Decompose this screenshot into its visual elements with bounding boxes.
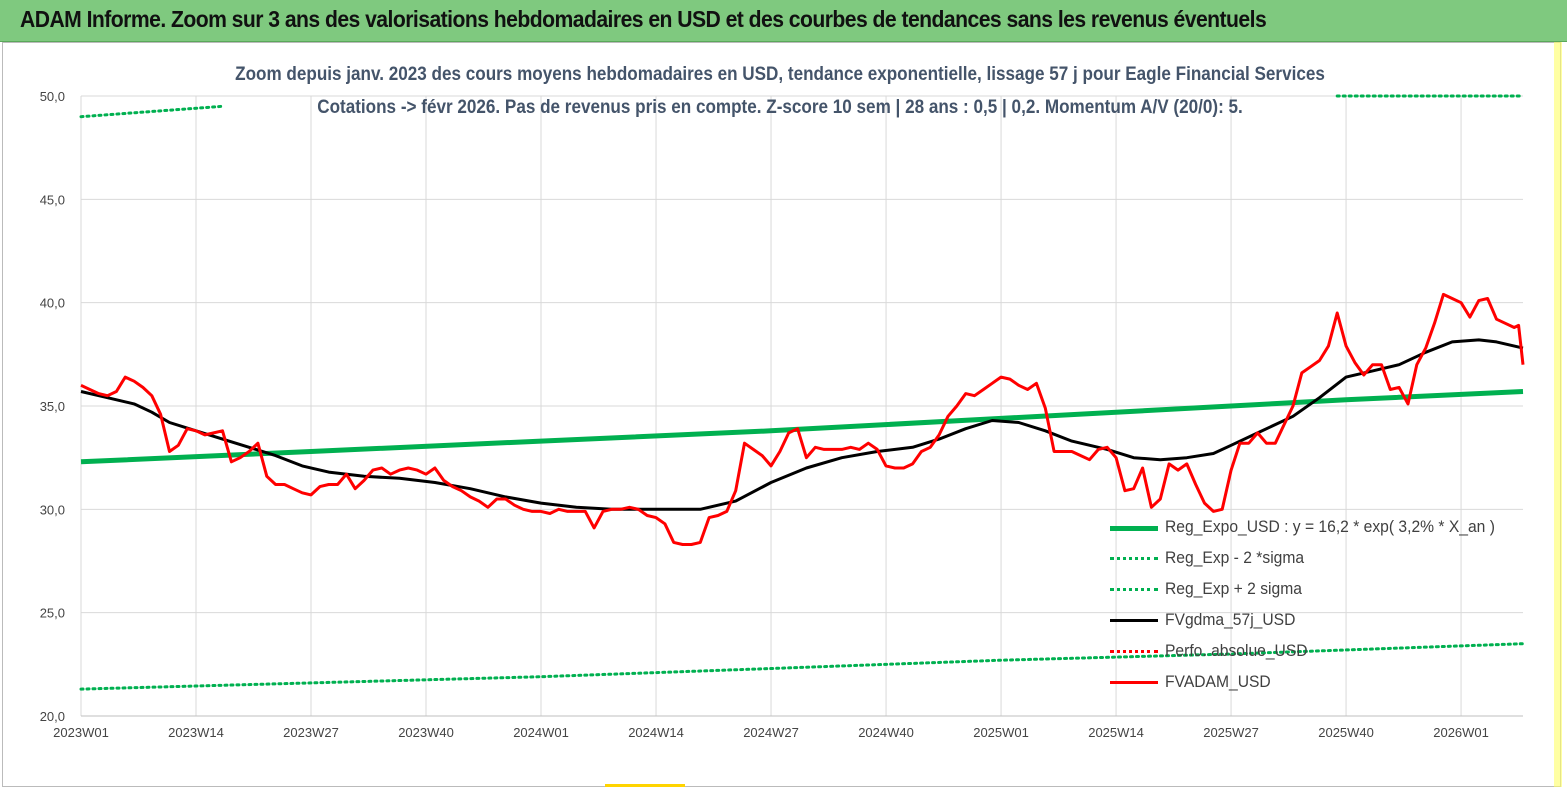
legend-label: Perfo. absolue_USD — [1165, 641, 1308, 660]
x-tick-label: 2023W27 — [283, 725, 339, 740]
legend-label: Reg_Exp - 2 *sigma — [1165, 548, 1305, 567]
grid-lines — [80, 95, 1523, 717]
legend-item: FVADAM_USD — [1110, 667, 1520, 698]
report-title: ADAM Informe. Zoom sur 3 ans des valoris… — [20, 6, 1267, 32]
y-tick-label: 25,0 — [40, 606, 65, 621]
x-tick-label: 2023W14 — [168, 725, 224, 740]
y-axis: 20,0 25,0 30,0 35,0 40,0 45,0 50,0 — [40, 89, 65, 724]
x-tick-label: 2025W27 — [1203, 725, 1259, 740]
legend-item: FVgdma_57j_USD — [1110, 605, 1520, 636]
chart-legend: Reg_Expo_USD : y = 16,2 * exp( 3,2% * X_… — [1110, 512, 1520, 698]
y-tick-label: 30,0 — [40, 502, 65, 517]
x-tick-label: 2024W40 — [858, 725, 914, 740]
x-tick-label: 2024W14 — [628, 725, 684, 740]
legend-item: Perfo. absolue_USD — [1110, 636, 1520, 667]
right-edge-marker — [1554, 42, 1562, 787]
y-tick-label: 45,0 — [40, 192, 65, 207]
legend-label: Reg_Expo_USD : y = 16,2 * exp( 3,2% * X_… — [1165, 517, 1495, 536]
x-tick-label: 2023W01 — [53, 725, 109, 740]
chart-subtitle-line2: Cotations -> févr 2026. Pas de revenus p… — [317, 97, 1243, 118]
legend-swatch — [1110, 681, 1158, 684]
series-layer — [79, 94, 1525, 691]
chart-subtitle-line1: Zoom depuis janv. 2023 des cours moyens … — [235, 64, 1325, 85]
legend-item: Reg_Exp - 2 *sigma — [1110, 543, 1520, 574]
series-line-fvadam_usd — [80, 292, 1525, 546]
x-tick-label: 2024W01 — [513, 725, 569, 740]
y-tick-label: 50,0 — [40, 89, 65, 104]
series-line-reg_exp — [79, 642, 1525, 691]
bottom-edge-marker — [605, 784, 685, 787]
x-tick-label: 2024W27 — [743, 725, 799, 740]
x-tick-label: 2025W01 — [973, 725, 1029, 740]
legend-swatch — [1110, 557, 1158, 560]
series-line-reg_expo_usd — [80, 389, 1524, 465]
legend-swatch — [1110, 526, 1158, 531]
x-tick-label: 2025W14 — [1088, 725, 1144, 740]
legend-label: FVgdma_57j_USD — [1165, 610, 1296, 629]
y-tick-label: 35,0 — [40, 399, 65, 414]
series-line-reg_exp — [79, 104, 224, 119]
x-tick-label: 2026W01 — [1433, 725, 1489, 740]
legend-label: FVADAM_USD — [1165, 672, 1271, 691]
legend-swatch — [1110, 588, 1158, 591]
legend-item: Reg_Expo_USD : y = 16,2 * exp( 3,2% * X_… — [1110, 512, 1520, 543]
report-header: ADAM Informe. Zoom sur 3 ans des valoris… — [0, 0, 1567, 42]
legend-swatch — [1110, 650, 1158, 653]
legend-label: Reg_Exp + 2 sigma — [1165, 579, 1302, 598]
x-tick-label: 2025W40 — [1318, 725, 1374, 740]
legend-swatch — [1110, 619, 1158, 622]
y-tick-label: 40,0 — [40, 296, 65, 311]
series-line-fvgdma_57j_usd — [80, 338, 1524, 511]
y-tick-label: 20,0 — [40, 709, 65, 724]
legend-item: Reg_Exp + 2 sigma — [1110, 574, 1520, 605]
x-axis: 2023W01 2023W14 2023W27 2023W40 2024W01 2024W… — [53, 715, 1523, 740]
x-tick-label: 2023W40 — [398, 725, 454, 740]
